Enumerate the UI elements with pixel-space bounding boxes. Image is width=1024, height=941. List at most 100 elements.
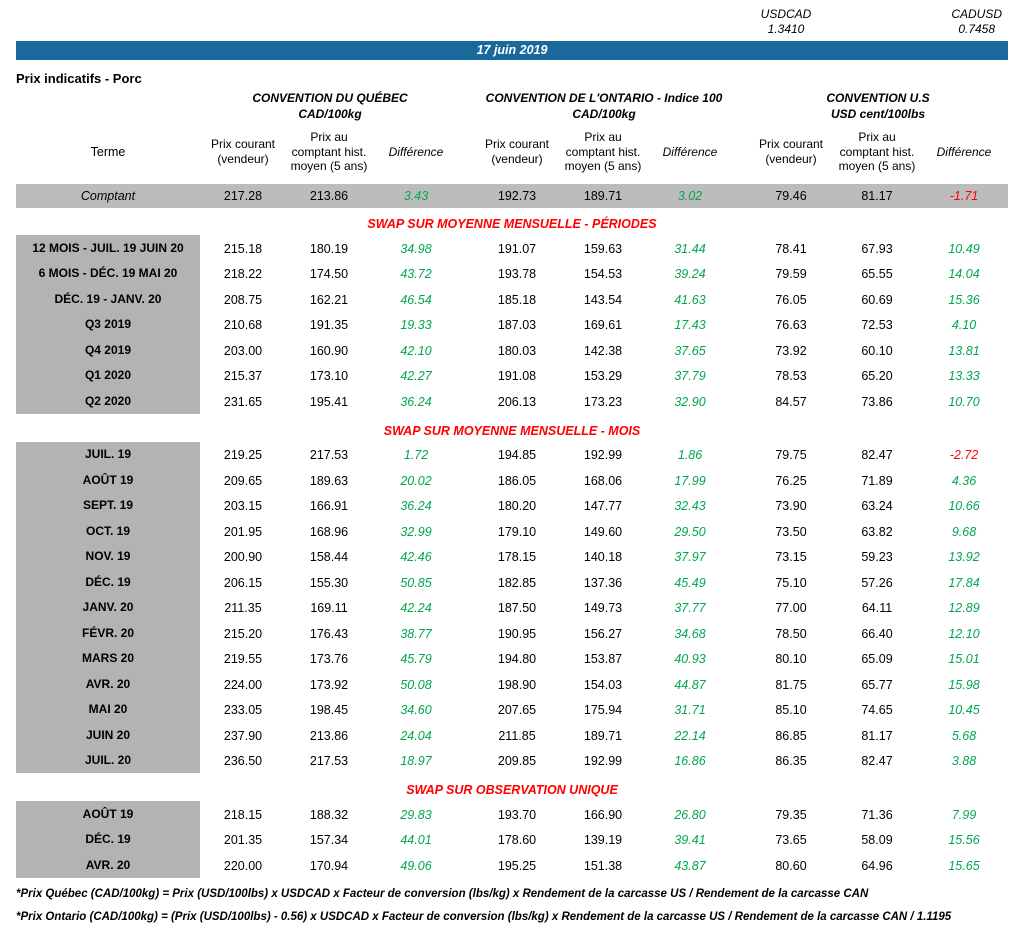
difference-cell: 36.24: [400, 499, 432, 514]
difference-cell: 34.60: [400, 703, 432, 718]
fx-cadusd: CADUSD 0.7458: [951, 7, 1002, 37]
column-header-difference: Différence: [388, 144, 444, 159]
difference-cell: 38.77: [400, 626, 432, 641]
row-label: DÉC. 19 - JANV. 20: [16, 286, 200, 314]
value-cell: 201.35: [223, 833, 263, 848]
spacer: [460, 853, 474, 879]
value-cell: 154.03: [583, 677, 623, 692]
value-cell: 174.50: [309, 267, 349, 282]
difference-cell: 32.90: [674, 394, 706, 409]
spacer: [460, 184, 474, 208]
spacer: [460, 364, 474, 390]
row-label: AVR. 20: [16, 852, 200, 880]
row-label: SEPT. 19: [16, 492, 200, 520]
spacer: [734, 802, 748, 828]
difference-cell: 15.98: [948, 677, 980, 692]
footnotes: *Prix Québec (CAD/100kg) = Prix (USD/100…: [16, 888, 1008, 923]
row-label: AOÛT 19: [16, 801, 200, 829]
table-row: DÉC. 19 206.15 155.30 50.85 182.85 137.3…: [16, 569, 1008, 597]
value-cell: 207.65: [497, 703, 537, 718]
spacer: [460, 749, 474, 775]
value-cell: 169.11: [310, 601, 348, 616]
value-cell: 217.53: [309, 448, 349, 463]
spacer: [734, 545, 748, 571]
spacer: [734, 570, 748, 596]
value-cell: 155.30: [309, 575, 349, 590]
table-row: 12 MOIS - JUIL. 19 JUIN 20 215.18 180.19…: [16, 235, 1008, 263]
section-observation-unique: SWAP SUR OBSERVATION UNIQUE AOÛT 19 218.…: [16, 783, 1008, 880]
value-cell: 81.75: [775, 677, 807, 692]
spacer: [734, 124, 748, 180]
value-cell: 140.18: [583, 550, 623, 565]
value-cell: 71.36: [861, 807, 893, 822]
value-cell: 151.38: [583, 858, 623, 873]
value-cell: 158.44: [309, 550, 349, 565]
value-cell: 180.20: [497, 499, 537, 514]
value-cell: 193.78: [497, 267, 537, 282]
difference-cell: 43.72: [400, 267, 432, 282]
report-page: USDCAD 1.3410 CADUSD 0.7458 17 juin 2019…: [16, 0, 1008, 923]
footnote-quebec: *Prix Québec (CAD/100kg) = Prix (USD/100…: [16, 887, 869, 900]
spacer: [460, 338, 474, 364]
section-mois: SWAP SUR MOYENNE MENSUELLE - MOIS JUIL. …: [16, 424, 1008, 775]
fx-pair-label: CADUSD: [951, 7, 1002, 21]
value-cell: 219.25: [223, 448, 263, 463]
row-label: 12 MOIS - JUIL. 19 JUIN 20: [16, 235, 200, 263]
spacer: [734, 698, 748, 724]
table-row: Q1 2020 215.37 173.10 42.27 191.08 153.2…: [16, 362, 1008, 390]
column-header-difference: Différence: [662, 144, 718, 159]
value-cell: 217.53: [309, 754, 349, 769]
difference-cell: 34.98: [400, 241, 432, 256]
value-cell: 162.21: [309, 292, 349, 307]
row-label: 6 MOIS - DÉC. 19 MAI 20: [16, 260, 200, 288]
value-cell: 157.34: [309, 833, 349, 848]
difference-cell: -1.71: [949, 189, 979, 203]
table-row: JUIN 20 237.90 213.86 24.04 211.85 189.7…: [16, 722, 1008, 750]
difference-cell: 37.77: [674, 601, 706, 616]
section-periodes: SWAP SUR MOYENNE MENSUELLE - PÉRIODES 12…: [16, 217, 1008, 416]
section-title: SWAP SUR MOYENNE MENSUELLE - MOIS: [383, 423, 641, 438]
value-cell: 213.86: [309, 189, 349, 203]
difference-cell: 22.14: [674, 728, 706, 743]
table-row: FÉVR. 20 215.20 176.43 38.77 190.95 156.…: [16, 620, 1008, 648]
column-header-current: Prix courant (vendeur): [484, 137, 550, 166]
difference-cell: 32.43: [674, 499, 706, 514]
value-cell: 173.23: [583, 394, 623, 409]
value-cell: 153.29: [583, 369, 623, 384]
difference-cell: 29.83: [400, 807, 432, 822]
spacer: [734, 621, 748, 647]
spacer: [460, 443, 474, 469]
row-label: NOV. 19: [16, 543, 200, 571]
value-cell: 218.15: [223, 807, 263, 822]
spacer: [734, 90, 748, 106]
difference-cell: 26.80: [674, 807, 706, 822]
value-cell: 173.10: [309, 369, 349, 384]
difference-cell: 39.24: [674, 267, 706, 282]
value-cell: 168.06: [583, 473, 623, 488]
row-label: AOÛT 19: [16, 467, 200, 495]
group-title-us: CONVENTION U.S: [826, 91, 930, 105]
value-cell: 73.90: [775, 499, 807, 514]
group-unit-ontario: CAD/100kg: [572, 107, 636, 121]
table-row: NOV. 19 200.90 158.44 42.46 178.15 140.1…: [16, 543, 1008, 571]
difference-cell: 49.06: [400, 858, 432, 873]
difference-cell: 44.01: [400, 833, 432, 848]
value-cell: 78.41: [775, 241, 807, 256]
table-row: JUIL. 20 236.50 217.53 18.97 209.85 192.…: [16, 747, 1008, 775]
value-cell: 80.60: [775, 858, 807, 873]
table-row: DÉC. 19 201.35 157.34 44.01 178.60 139.1…: [16, 826, 1008, 854]
value-cell: 58.09: [861, 833, 893, 848]
value-cell: 63.82: [861, 524, 893, 539]
value-cell: 218.22: [223, 267, 263, 282]
value-cell: 209.65: [223, 473, 263, 488]
table-row: 6 MOIS - DÉC. 19 MAI 20 218.22 174.50 43…: [16, 260, 1008, 288]
fx-usdcad: USDCAD 1.3410: [761, 7, 812, 37]
spacer: [734, 749, 748, 775]
value-cell: 182.85: [497, 575, 537, 590]
fx-rates: USDCAD 1.3410 CADUSD 0.7458: [16, 7, 1008, 37]
difference-cell: 42.27: [400, 369, 432, 384]
value-cell: 59.23: [861, 550, 893, 565]
column-headers-row: Terme Prix courant (vendeur) Prix au com…: [16, 124, 1008, 180]
spacer: [460, 236, 474, 262]
value-cell: 73.15: [775, 550, 807, 565]
